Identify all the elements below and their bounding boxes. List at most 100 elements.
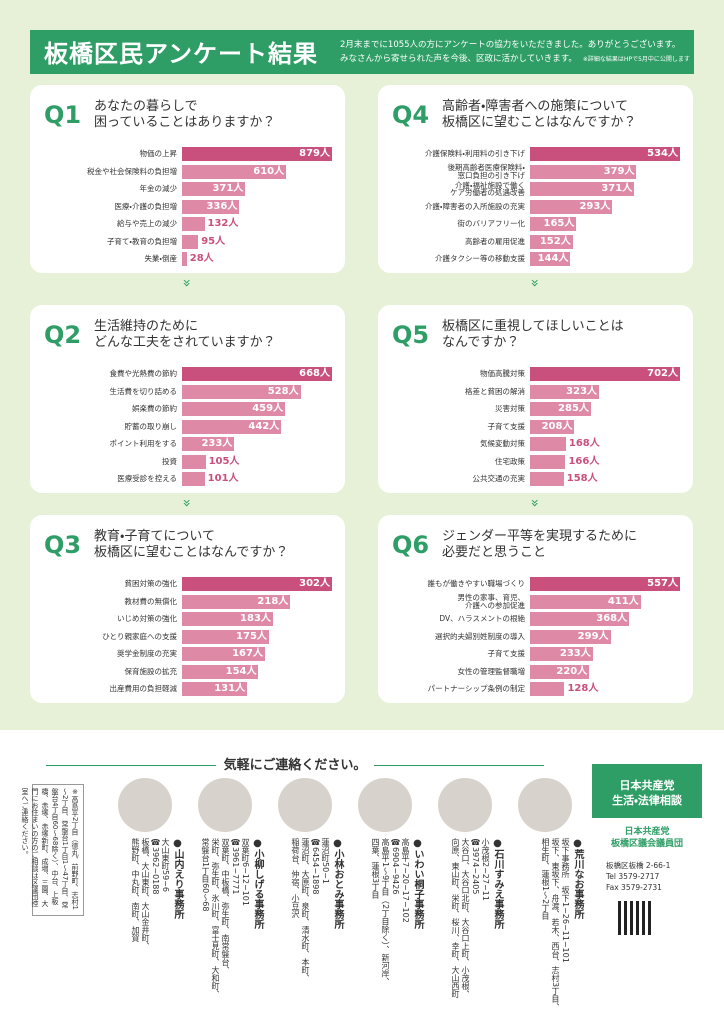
bar [182, 594, 291, 609]
value-label: 528人 [267, 385, 299, 397]
office-line: 大谷口、大谷口北町、大谷口上町、小茂根、 [461, 838, 470, 998]
bar [182, 419, 282, 434]
value-label: 299人 [577, 630, 609, 642]
chart-card: Q5 板橋区に重視してほしいことは なんですか？ 物価高騰対策 702人 格差と貧困の解消… [378, 305, 693, 493]
bar [530, 402, 591, 416]
bar [182, 384, 301, 399]
category-label: 子育て支援 [487, 421, 526, 431]
value-label: 702人 [647, 368, 678, 379]
bar [182, 182, 246, 196]
contact-section: 気軽にご連絡ください。 ※高島平2丁目（徳丸、前野町、志村1～2丁目、常盤台1丁… [0, 730, 724, 1024]
question-title: あなたの暮らしで 困っていることはありますか？ [94, 99, 275, 131]
office: ●小柳しげる事務所 双葉町6−12−101 ☎3961−7771 双葉町、中板橋、弥生… [188, 778, 266, 1018]
value-label: 371人 [212, 183, 244, 194]
category-label: 医療・介護の負担増 [114, 201, 177, 211]
bar-row: 住宅政策 166人 [378, 454, 693, 469]
line: 日本共産党 [624, 827, 670, 837]
question-label: Q2 [44, 321, 82, 349]
bar-row: 食費や光熱費の節約 668人 [30, 367, 345, 381]
office-text: ●荒川なお事務所 坂下事務所 坂下1−26−11−101 坂下、東坂下、舟渡、若木、… [540, 838, 584, 1018]
bar [530, 612, 630, 626]
value-label: 323人 [566, 385, 598, 397]
bar [182, 402, 286, 416]
bar-row: 高齢者の雇用促進 152人 [378, 234, 693, 249]
title-line: 高齢者・障害者への施策について [442, 99, 629, 114]
bar-row: 出産費用の負担軽減 131人 [30, 682, 345, 696]
value-label: 144人 [537, 253, 569, 264]
office: ●石川すみえ事務所 小茂根2−27−11 ☎3974−2405 大谷口、大谷口北町、大… [428, 778, 506, 1018]
bar-row: 女性の管理監督職増 220人 [378, 664, 693, 679]
office-line: 坂下、東坂下、舟渡、若木、西台、志村3丁目、 [551, 838, 560, 1012]
category-label: いじめ対策の強化 [117, 614, 177, 624]
category-label: 災害対策 [495, 404, 525, 414]
bar [530, 252, 571, 266]
title-line: 困っていることはありますか？ [94, 115, 276, 130]
bar [182, 367, 332, 381]
bar-row: パートナーシップ条例の制定 128人 [378, 682, 693, 696]
bar [530, 664, 590, 679]
category-label: 気候変動対策 [480, 439, 525, 449]
category-label: 娯楽費の節約 [132, 404, 177, 414]
title-line: 板橋区に望むことはなんですか？ [94, 545, 289, 560]
bar-row: 子育て支援 208人 [378, 419, 693, 434]
office-line: 双葉町6−12−101 [241, 838, 250, 906]
bar [182, 629, 269, 644]
bar [182, 577, 332, 591]
question-title: 教育・子育てについて 板橋区に望むことはなんですか？ [94, 529, 288, 561]
question-title: 生活維持のために どんな工夫をされていますか？ [94, 319, 276, 351]
office-line: 小茂根2−27−11 [481, 838, 490, 901]
office-line: 栄町、弥生町、氷川町、富士見町、大和町、 [211, 838, 220, 998]
value-label: 379人 [603, 165, 635, 177]
office-name: ●石川すみえ事務所 [492, 838, 503, 929]
office-line: ☎6904−9426 [391, 838, 400, 895]
title-line: 教育・子育てについて [94, 529, 216, 544]
category-label: 物価高騰対策 [480, 369, 525, 379]
value-label: 233人 [559, 648, 591, 659]
arrow: » [178, 498, 195, 508]
office-line: 稲荷台、仲宿、小豆沢 [291, 838, 300, 918]
bar [182, 252, 187, 266]
bar-row: 格差と貧困の解消 323人 [378, 384, 693, 399]
value-label: 293人 [579, 200, 611, 212]
value-label: 154人 [225, 665, 257, 677]
value-label: 158人 [566, 473, 598, 484]
category-label: ポイント利用をする [109, 439, 178, 449]
category-label: 医療受診を控える [117, 474, 177, 484]
value-label: 183人 [240, 613, 271, 624]
bar [182, 437, 235, 451]
category-label: 住宅政策 [495, 456, 525, 466]
office-line: 四葉、蓮根3丁目 [371, 838, 380, 900]
intro: 2月末までに1055人の方にアンケートの協力をいただきました。ありがとうございま… [340, 40, 681, 50]
intro-text: みなさんから寄せられた声を今後、区政に活かしていきます。 [340, 54, 577, 64]
bar [530, 164, 637, 179]
bar [530, 577, 680, 591]
value-label: 101人 [207, 473, 239, 484]
value-label: 165人 [543, 218, 575, 229]
chart-card: Q3 教育・子育てについて 板橋区に望むことはなんですか？ 貧困対策の強化 302人 教材… [30, 515, 345, 703]
title: 板橋区民アンケート結果 [44, 40, 319, 68]
bar [182, 199, 240, 214]
value-label: 95人 [201, 235, 226, 247]
bar-row: 生活費を切り詰める 528人 [30, 384, 345, 399]
value-label: 557人 [647, 578, 678, 589]
bar-row: 介護タクシー等の移動支援 144人 [378, 252, 693, 266]
bar-row: 子育て・教育の負担増 95人 [30, 234, 345, 249]
category-label: 介護・福祉施設で働く ケア労働者の処遇改善 [450, 180, 525, 197]
question-label: Q1 [44, 101, 82, 129]
value-label: 175人 [236, 630, 267, 642]
title-line: ジェンダー平等を実現するために [442, 529, 638, 544]
photo [518, 778, 572, 832]
category-label: 税金や社会保険料の負担増 [87, 166, 177, 176]
question-label: Q3 [44, 531, 82, 559]
box-group: 日本共産党 板橋区議会議員団 [592, 826, 702, 850]
value-label: 302人 [299, 578, 330, 589]
category-label: 年金の減少 [139, 184, 178, 194]
value-label: 167人 [232, 648, 263, 659]
value-label: 28人 [189, 253, 214, 264]
bar-row: 奨学金制度の充実 167人 [30, 647, 345, 661]
value-label: 128人 [567, 683, 599, 694]
value-label: 368人 [596, 613, 628, 624]
office-text: ●いわい桐子事務所 高島平7−20−17−102 ☎6904−9426 高島平1～9丁… [370, 838, 424, 1018]
question-label: Q5 [392, 321, 430, 349]
